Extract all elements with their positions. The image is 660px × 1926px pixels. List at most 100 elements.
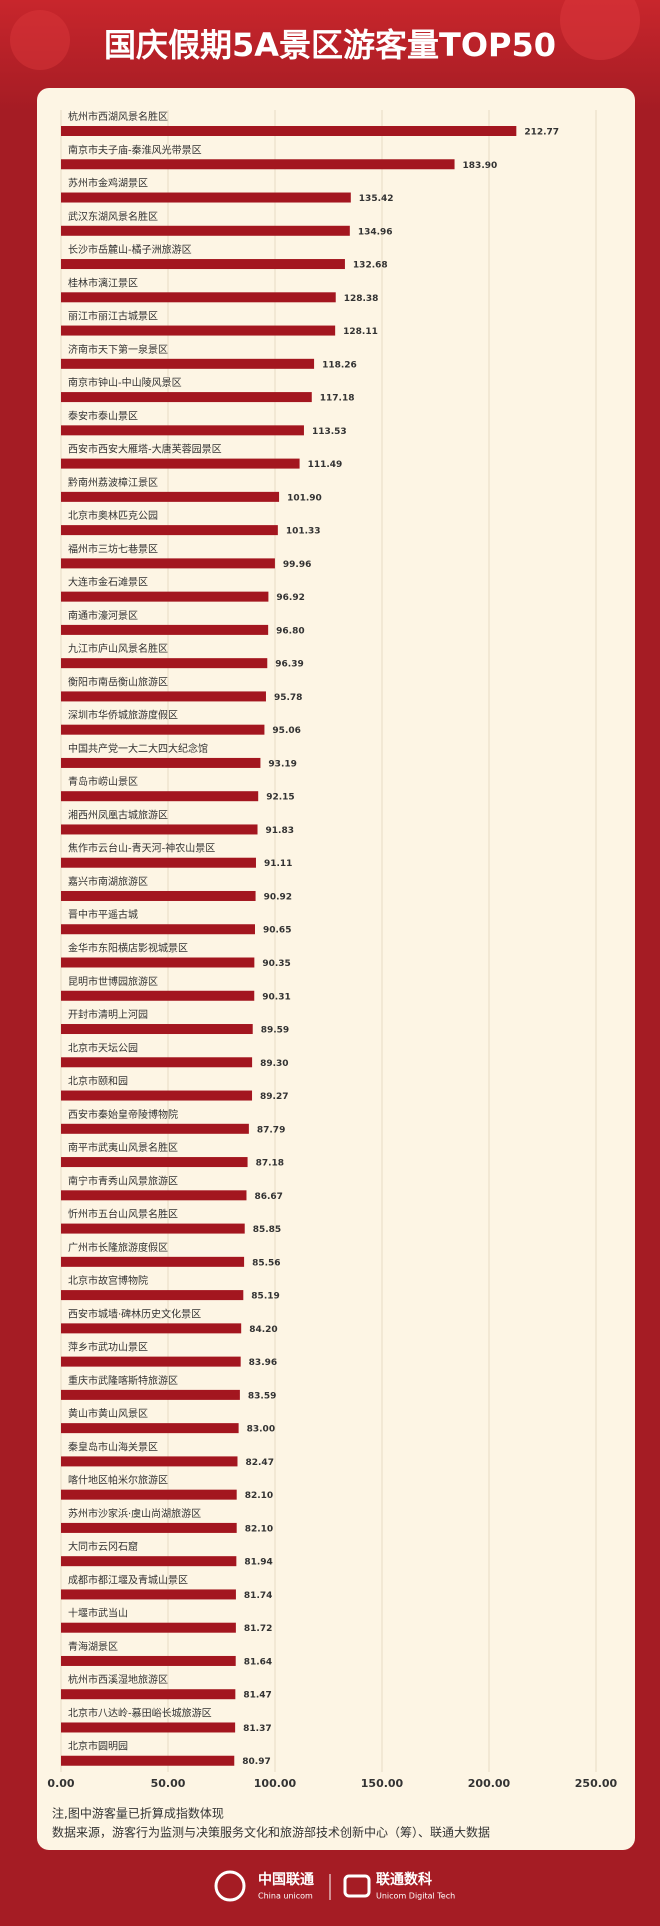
value-label: 84.20 [249,1325,277,1335]
bar [61,1622,236,1633]
bar [61,225,350,236]
category-label: 桂林市漓江景区 [68,276,138,289]
value-label: 96.39 [275,660,303,670]
category-label: 长沙市岳麓山-橘子洲旅游区 [68,243,192,256]
category-label: 南宁市青秀山风景旅游区 [68,1174,178,1187]
category-label: 北京市圆明园 [68,1740,128,1753]
value-label: 96.80 [276,626,304,636]
bar [61,1489,237,1500]
value-label: 85.56 [252,1258,280,1268]
value-label: 81.74 [244,1591,272,1601]
bar [61,292,336,303]
category-label: 大同市云冈石窟 [68,1540,138,1553]
bar [61,458,300,469]
value-label: 80.97 [242,1757,270,1767]
category-label: 萍乡市武功山景区 [68,1341,148,1354]
category-label: 西安市秦始皇帝陵博物院 [68,1108,178,1121]
category-label: 青海湖景区 [68,1640,118,1653]
bar [61,392,312,403]
category-label: 北京市故宫博物院 [68,1274,148,1287]
x-tick-label: 100.00 [254,1777,297,1790]
bar [61,791,259,802]
bar [61,624,269,635]
bar [61,1190,247,1201]
category-label: 昆明市世博园旅游区 [68,975,158,988]
category-label: 秦皇岛市山海关景区 [68,1440,158,1453]
bar [61,325,336,336]
value-label: 81.72 [244,1624,272,1634]
bar [61,857,256,868]
category-label: 九江市庐山风景名胜区 [68,642,168,655]
bar [61,1024,253,1035]
category-label: 成都市都江堰及青城山景区 [68,1573,188,1586]
category-label: 忻州市五台山风景名胜区 [68,1208,178,1221]
value-label: 85.85 [253,1225,281,1235]
bar [61,691,266,702]
value-label: 90.92 [264,892,292,902]
value-label: 96.92 [276,593,304,603]
bar [61,491,280,502]
category-label: 黔南州荔波樟江景区 [68,476,158,489]
value-label: 82.10 [245,1524,273,1534]
value-label: 117.18 [320,394,355,404]
bar [61,1722,236,1733]
value-label: 89.27 [260,1092,288,1102]
x-tick-label: 150.00 [361,1777,404,1790]
bar [61,1356,241,1367]
bar [61,1423,239,1434]
category-label: 苏州市沙家浜·虞山尚湖旅游区 [68,1507,201,1520]
category-label: 西安市西安大雁塔-大唐芙蓉园景区 [68,443,222,456]
value-label: 85.19 [251,1292,279,1302]
value-label: 134.96 [358,227,393,237]
value-label: 135.42 [359,194,394,204]
bar [61,425,304,436]
value-label: 128.11 [343,327,378,337]
category-label: 丽江市丽江古城景区 [68,310,158,323]
decoration [560,0,640,60]
value-label: 91.83 [266,826,294,836]
category-label: 北京市奥林匹克公园 [68,509,158,522]
value-label: 90.35 [262,959,290,969]
bar [61,924,255,935]
value-label: 101.90 [287,493,322,503]
value-label: 90.65 [263,926,291,936]
bar [61,192,351,203]
value-label: 83.00 [247,1425,275,1435]
category-label: 北京市颐和园 [68,1075,128,1088]
value-label: 128.38 [344,294,379,304]
note: 注,图中游客量已折算成指数体现 [52,1806,224,1821]
bar [61,957,255,968]
bar [61,1123,249,1134]
x-tick-label: 200.00 [468,1777,511,1790]
category-label: 开封市清明上河园 [68,1008,148,1021]
logo-text: 中国联通 [258,1871,314,1888]
value-label: 81.47 [243,1691,271,1701]
category-label: 武汉东湖风景名胜区 [68,210,158,223]
category-label: 青岛市崂山景区 [68,775,138,788]
bar [61,1655,236,1666]
category-label: 西安市城墙·碑林历史文化景区 [68,1307,201,1320]
category-label: 北京市八达岭-慕田峪长城旅游区 [68,1706,212,1719]
category-label: 南平市武夷山风景名胜区 [68,1141,178,1154]
category-label: 南通市濠河景区 [68,609,138,622]
x-tick-label: 250.00 [575,1777,618,1790]
value-label: 81.64 [244,1657,272,1667]
category-label: 嘉兴市南湖旅游区 [68,875,148,888]
bar [61,525,278,536]
category-label: 广州市长隆旅游度假区 [68,1241,168,1254]
value-label: 83.59 [248,1391,276,1401]
category-label: 济南市天下第一泉景区 [68,343,168,356]
value-label: 81.37 [243,1724,271,1734]
bar [61,1689,236,1700]
bar [61,126,517,136]
bar [61,259,345,270]
value-label: 95.06 [272,726,300,736]
note: 数据来源，游客行为监测与决策服务文化和旅游部技术创新中心（筹）、联通大数据 [52,1825,490,1840]
value-label: 95.78 [274,693,302,703]
value-label: 89.30 [260,1059,288,1069]
category-label: 杭州市西溪湿地旅游区 [68,1673,168,1686]
logo-text: Unicom Digital Tech [376,1892,455,1901]
value-label: 93.19 [268,759,296,769]
bar [61,591,269,602]
